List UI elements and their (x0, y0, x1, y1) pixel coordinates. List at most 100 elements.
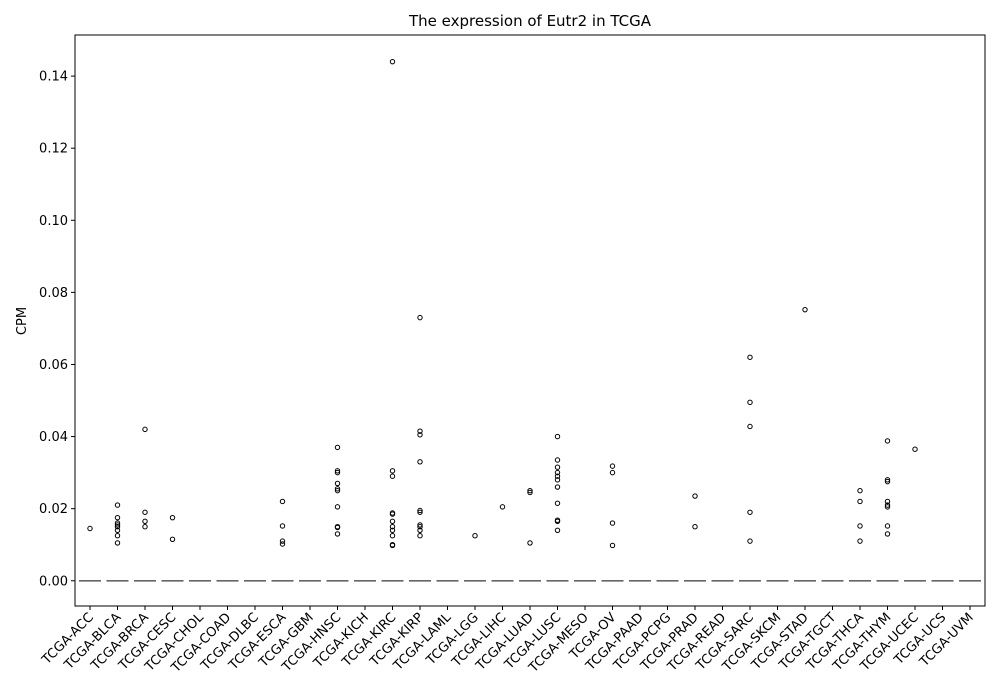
outlier-point (142, 518, 148, 524)
outlier-point (857, 538, 863, 544)
outlier-point (389, 527, 396, 533)
outlier-point (389, 542, 396, 549)
outlier-point (747, 423, 753, 430)
y-tick-label: 0.06 (39, 358, 68, 373)
outlier-point (389, 518, 396, 524)
outlier-point (857, 498, 863, 505)
outlier-point (884, 477, 891, 483)
outlier-point (279, 538, 286, 544)
outlier-point (417, 459, 423, 465)
plot-frame (74, 34, 986, 607)
outlier-point (334, 487, 341, 494)
outlier-point (169, 536, 176, 543)
outlier-point (334, 531, 341, 537)
outlier-point (527, 487, 533, 494)
outlier-point (417, 507, 423, 514)
outlier-point (912, 446, 918, 452)
outlier-point (527, 540, 533, 546)
outlier-point (334, 444, 341, 451)
outlier-point (417, 523, 423, 530)
outlier-point (747, 399, 753, 406)
outlier-point (334, 469, 341, 476)
outlier-point (554, 500, 561, 506)
outlier-point (472, 533, 478, 539)
outlier-point (857, 523, 863, 529)
outlier-point (499, 504, 506, 510)
outlier-point (114, 533, 121, 539)
outlier-point (554, 477, 561, 483)
outlier-point (334, 486, 341, 492)
outlier-point (87, 525, 93, 532)
x-axis: TCGA-ACCTCGA-BLCATCGA-BRCATCGA-CESCTCGA-… (39, 606, 977, 676)
outlier-point (389, 511, 396, 517)
outlier-point (417, 428, 423, 434)
outlier-point (114, 522, 121, 528)
outlier-point (609, 463, 616, 469)
outlier-point (279, 541, 286, 547)
outlier-point (884, 438, 891, 444)
outlier-point (389, 473, 396, 479)
outlier-points (87, 58, 918, 549)
outlier-point (279, 523, 286, 529)
y-tick-label: 0.08 (39, 286, 68, 301)
y-tick-label: 0.14 (39, 70, 68, 85)
outlier-point (554, 527, 561, 533)
outlier-point (554, 469, 561, 476)
outlier-point (554, 433, 561, 440)
y-tick-label: 0.12 (39, 142, 68, 157)
outlier-point (334, 480, 341, 487)
outlier-point (554, 518, 561, 524)
outlier-point (417, 432, 423, 438)
outlier-point (334, 468, 341, 474)
outlier-point (884, 502, 891, 508)
outlier-point (609, 542, 616, 549)
outlier-point (554, 484, 561, 490)
y-tick-label: 0.04 (39, 430, 68, 445)
chart-title: The expression of Eutr2 in TCGA (408, 12, 652, 30)
outlier-point (114, 514, 121, 521)
outlier-point (609, 469, 616, 476)
outlier-point (279, 498, 286, 505)
outlier-point (114, 523, 121, 530)
outlier-point (747, 354, 753, 360)
outlier-point (609, 520, 616, 526)
outlier-point (554, 457, 561, 463)
outlier-point (417, 314, 423, 321)
outlier-point (747, 538, 753, 544)
outlier-point (114, 540, 121, 546)
outlier-point (389, 533, 396, 539)
outlier-point (884, 531, 891, 537)
outlier-point (142, 523, 148, 530)
outlier-point (389, 523, 396, 530)
outlier-point (417, 527, 423, 533)
outlier-point (802, 306, 808, 313)
outlier-point (692, 523, 698, 530)
outlier-point (857, 487, 863, 494)
outlier-point (692, 493, 698, 499)
y-tick-label: 0.00 (39, 574, 68, 589)
y-axis-label: CPM (15, 307, 30, 335)
outlier-point (554, 464, 561, 470)
outlier-point (114, 527, 121, 533)
outlier-point (389, 468, 396, 474)
outlier-point (417, 522, 423, 528)
outlier-point (884, 523, 891, 529)
outlier-point (142, 426, 148, 433)
y-axis: 0.00 0.02 0.04 0.06 0.08 0.10 0.12 0.14 (39, 70, 75, 589)
y-tick-label: 0.10 (39, 214, 68, 229)
outlier-point (142, 509, 148, 515)
outlier-point (417, 509, 423, 515)
outlier-point (169, 514, 176, 521)
outlier-point (389, 58, 396, 65)
outlier-point (114, 520, 121, 526)
outlier-point (417, 533, 423, 539)
outlier-point (884, 478, 891, 485)
outlier-point (554, 473, 561, 479)
outlier-point (747, 509, 753, 515)
y-tick-label: 0.02 (39, 502, 68, 517)
outlier-point (334, 504, 341, 510)
outlier-point (884, 504, 891, 510)
outlier-point (884, 498, 891, 505)
outlier-point (527, 489, 533, 496)
